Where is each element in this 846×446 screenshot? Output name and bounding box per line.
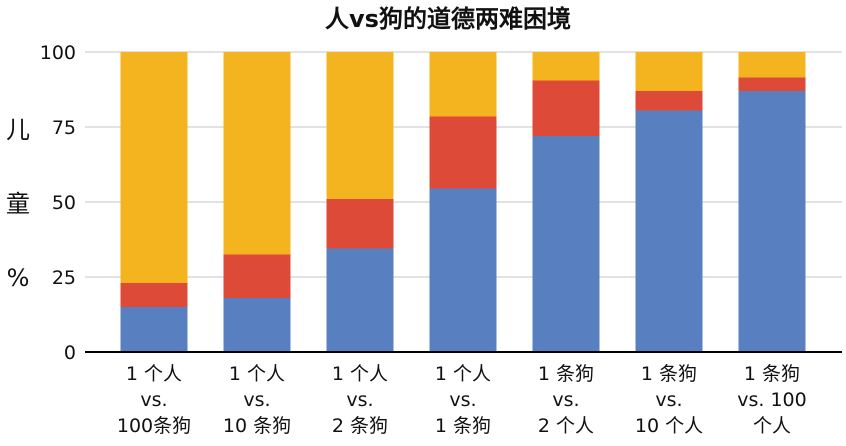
- y-tick-label: 100: [40, 42, 76, 64]
- x-category-label: 1 条狗: [744, 363, 800, 385]
- bar-segment: [429, 188, 497, 352]
- x-category-label: 1 条狗: [435, 415, 491, 437]
- x-category-label: 10 条狗: [223, 415, 291, 437]
- bar-segment: [223, 254, 291, 298]
- x-category-label: vs.: [346, 389, 373, 411]
- y-tick-label: 25: [52, 267, 76, 289]
- x-category-label: 100条狗: [117, 415, 191, 437]
- chart-title: 人vs狗的道德两难困境: [325, 5, 571, 33]
- x-axis-category-labels: 1 个人 vs. 100条狗 1 个人 vs. 10 条狗 1 个人 vs. 2 条狗 1 个人 v…: [117, 363, 807, 437]
- x-category-label: 1 个人: [332, 363, 388, 385]
- bar-segment: [120, 307, 188, 352]
- bar-segment: [738, 91, 806, 352]
- bar-segment: [326, 52, 394, 199]
- bar-segment: [738, 52, 806, 78]
- y-tick-label: 50: [52, 192, 76, 214]
- y-axis-ticks: 0 25 50 75 100: [40, 42, 76, 364]
- bar-segment: [532, 52, 600, 81]
- bar-segment: [532, 136, 600, 352]
- bar-segment: [738, 77, 806, 91]
- bar-segment: [429, 52, 497, 117]
- y-tick-label: 0: [64, 342, 76, 364]
- x-category-label: 1 个人: [126, 363, 182, 385]
- y-axis-label-char: 儿: [6, 116, 30, 144]
- x-category-label: vs.: [655, 389, 682, 411]
- y-axis-label-char: 童: [6, 190, 30, 218]
- bar-segment: [635, 91, 703, 111]
- y-axis-label-char: %: [7, 264, 30, 292]
- y-tick-label: 75: [52, 117, 76, 139]
- bars: [120, 52, 806, 352]
- bar-segment: [120, 52, 188, 283]
- x-category-label: vs.: [449, 389, 476, 411]
- y-axis-label: 儿童%: [6, 116, 30, 292]
- bar-segment: [532, 80, 600, 136]
- x-category-label: 2 个人: [538, 415, 594, 437]
- x-category-label: vs. 100: [737, 389, 807, 411]
- x-category-label: 10 个人: [635, 415, 703, 437]
- x-category-label: vs.: [243, 389, 270, 411]
- x-category-label: 1 个人: [435, 363, 491, 385]
- x-category-label: 1 条狗: [538, 363, 594, 385]
- x-category-label: 1 条狗: [641, 363, 697, 385]
- x-category-label: vs.: [552, 389, 579, 411]
- bar-segment: [326, 248, 394, 352]
- x-category-label: 2 条狗: [332, 415, 388, 437]
- x-category-label: 1 个人: [229, 363, 285, 385]
- bar-segment: [635, 52, 703, 91]
- bar-segment: [223, 298, 291, 352]
- x-category-label: vs.: [140, 389, 167, 411]
- bar-segment: [120, 283, 188, 307]
- bar-segment: [326, 199, 394, 249]
- bar-segment: [635, 110, 703, 352]
- bar-segment: [223, 52, 291, 255]
- bar-segment: [429, 116, 497, 189]
- x-category-label: 个人: [753, 415, 791, 437]
